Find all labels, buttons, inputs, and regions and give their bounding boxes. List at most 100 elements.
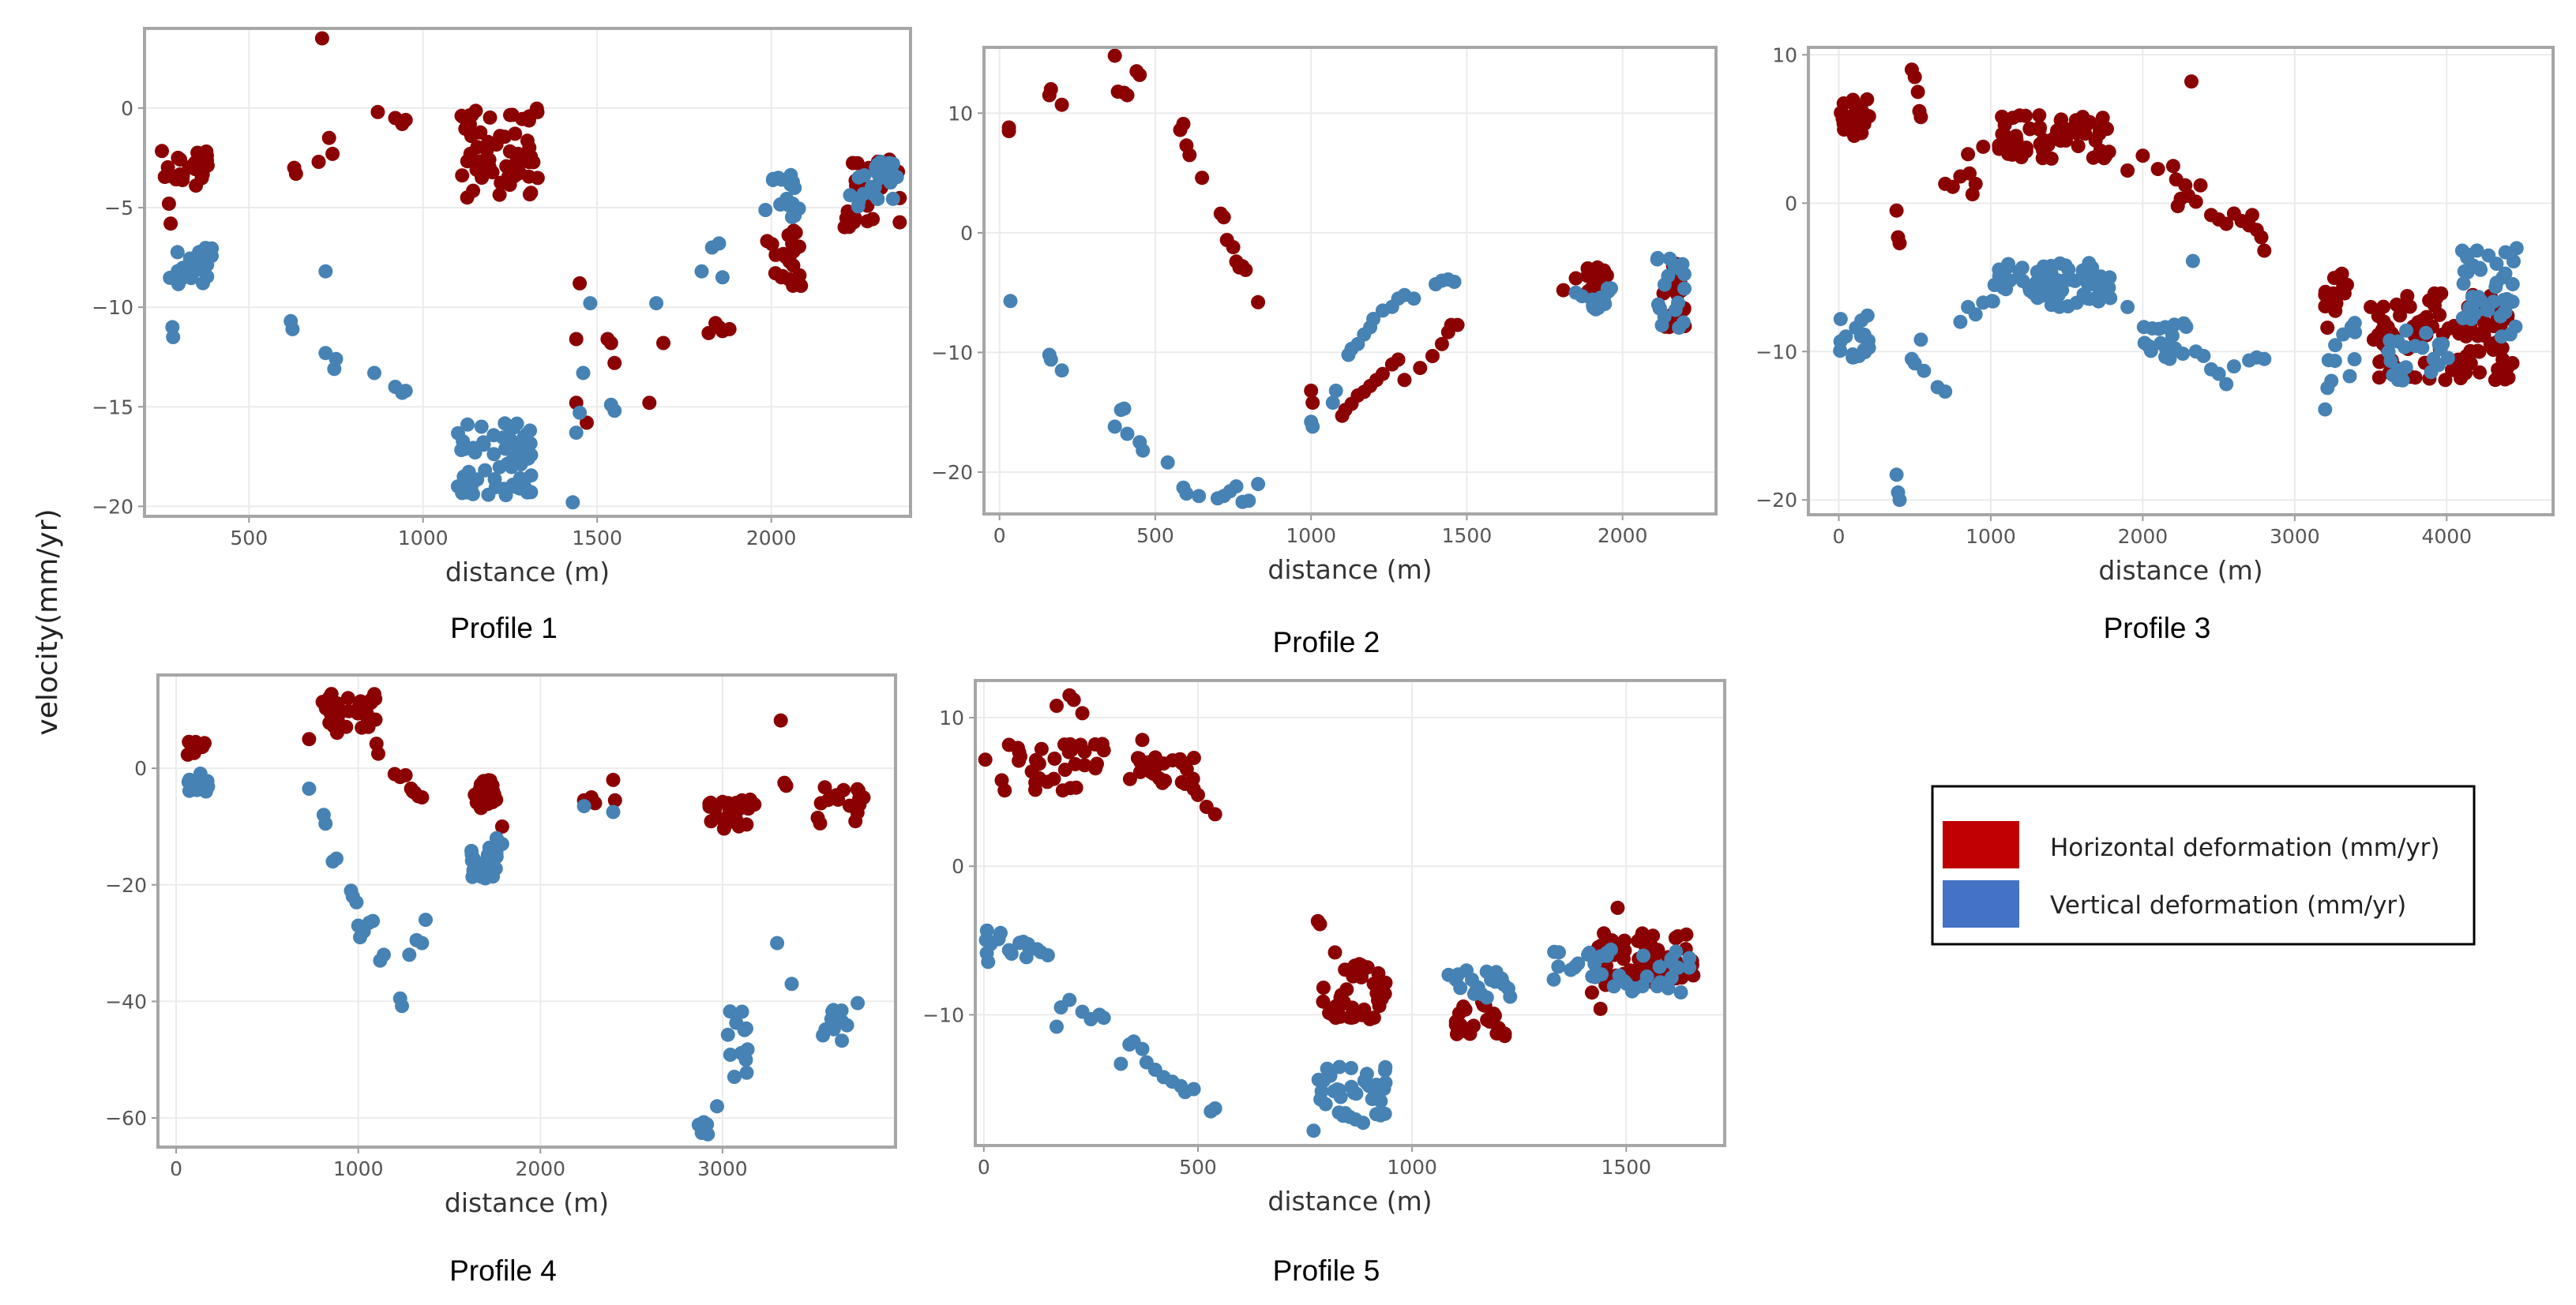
data-point <box>1054 97 1069 112</box>
y-tick-label: 0 <box>134 757 147 780</box>
data-point <box>488 861 503 876</box>
data-point <box>885 191 900 206</box>
data-point <box>701 325 716 340</box>
x-tick-label: 2000 <box>515 1157 565 1180</box>
data-point <box>311 155 326 169</box>
data-point <box>2318 402 2333 417</box>
data-point <box>1503 989 1518 1004</box>
data-point <box>1369 1107 1384 1122</box>
data-point <box>2326 271 2341 286</box>
data-point <box>175 173 190 188</box>
data-point <box>157 170 172 184</box>
data-point <box>341 703 356 718</box>
data-point <box>488 480 503 495</box>
x-tick-label: 500 <box>230 527 268 549</box>
data-point <box>2188 194 2203 209</box>
data-point <box>1584 985 1599 1000</box>
data-point <box>649 296 664 311</box>
y-tick-label: −10 <box>92 296 133 319</box>
data-point <box>1327 945 1342 960</box>
data-point <box>739 1065 754 1080</box>
data-point <box>741 801 756 816</box>
data-point <box>161 197 176 211</box>
x-tick-label: 1500 <box>572 527 622 549</box>
data-point <box>1031 771 1046 786</box>
data-point <box>325 146 340 161</box>
data-point <box>2032 108 2047 123</box>
data-point <box>2463 343 2478 358</box>
data-point <box>1374 992 1389 1007</box>
data-point <box>1564 962 1579 977</box>
data-point <box>2460 264 2475 279</box>
data-point <box>1587 957 1602 972</box>
data-point <box>2394 363 2409 378</box>
data-point <box>2498 245 2513 260</box>
data-point <box>1113 1056 1128 1071</box>
legend-label-horizontal: Horizontal deformation (mm/yr) <box>2050 834 2440 862</box>
data-point <box>727 1070 742 1084</box>
data-point <box>353 694 368 709</box>
data-point <box>2082 291 2097 306</box>
data-point <box>503 107 517 122</box>
x-tick-label: 2000 <box>746 527 797 549</box>
data-point <box>183 745 198 760</box>
data-point <box>784 977 799 992</box>
data-point <box>1136 443 1151 458</box>
data-point <box>573 405 588 420</box>
data-point <box>1325 396 1340 411</box>
data-point <box>366 913 381 928</box>
data-point <box>1652 959 1667 974</box>
data-point <box>402 947 417 962</box>
panel-profile-3: 0 1000 2000 3000 4000 10 0 −10 −20 distance (m) Pr… <box>1756 43 2555 644</box>
data-point <box>760 234 775 249</box>
data-point <box>2092 282 2107 297</box>
plot-frame <box>1807 46 2555 516</box>
data-point <box>1003 294 1018 309</box>
data-point <box>1456 999 1471 1014</box>
data-point <box>1135 1041 1150 1056</box>
data-point <box>979 923 994 938</box>
x-axis-label: distance (m) <box>445 1187 609 1218</box>
legend-swatch-vertical <box>1943 880 2019 928</box>
data-point <box>2052 276 2067 291</box>
data-point <box>758 203 773 217</box>
data-point <box>1397 373 1412 388</box>
data-point <box>583 296 598 311</box>
data-point <box>603 336 618 351</box>
data-point <box>1050 699 1064 713</box>
data-point <box>329 851 344 866</box>
data-point <box>1551 959 1566 974</box>
data-point <box>1599 945 1614 960</box>
data-point <box>2226 359 2241 374</box>
data-point <box>1996 264 2011 279</box>
data-point <box>1216 210 1231 225</box>
data-point <box>1251 294 1266 309</box>
data-point <box>1593 1001 1608 1016</box>
data-point <box>842 798 857 813</box>
data-point <box>480 847 495 862</box>
data-point <box>474 419 489 434</box>
data-point <box>1186 1082 1201 1097</box>
data-point <box>1047 752 1062 766</box>
data-point <box>1650 979 1665 994</box>
data-point <box>398 768 413 782</box>
data-point <box>2120 299 2135 314</box>
data-point <box>1192 489 1207 504</box>
data-point <box>1357 1002 1372 1017</box>
data-point <box>1425 349 1440 363</box>
data-point <box>1568 271 1583 286</box>
plot-frame <box>974 679 1726 1147</box>
data-point <box>451 426 465 441</box>
data-point <box>2137 336 2152 351</box>
data-points <box>1833 62 2524 508</box>
data-point <box>1316 981 1331 996</box>
data-point <box>1338 962 1353 977</box>
data-point <box>2342 369 2357 384</box>
panel-caption: Profile 1 <box>450 612 558 644</box>
data-point <box>1359 1067 1374 1082</box>
data-point <box>2473 365 2487 380</box>
data-point <box>1195 171 1210 186</box>
data-point <box>359 708 374 723</box>
data-point <box>1365 1092 1380 1107</box>
y-tick-label: −20 <box>1756 489 1797 512</box>
